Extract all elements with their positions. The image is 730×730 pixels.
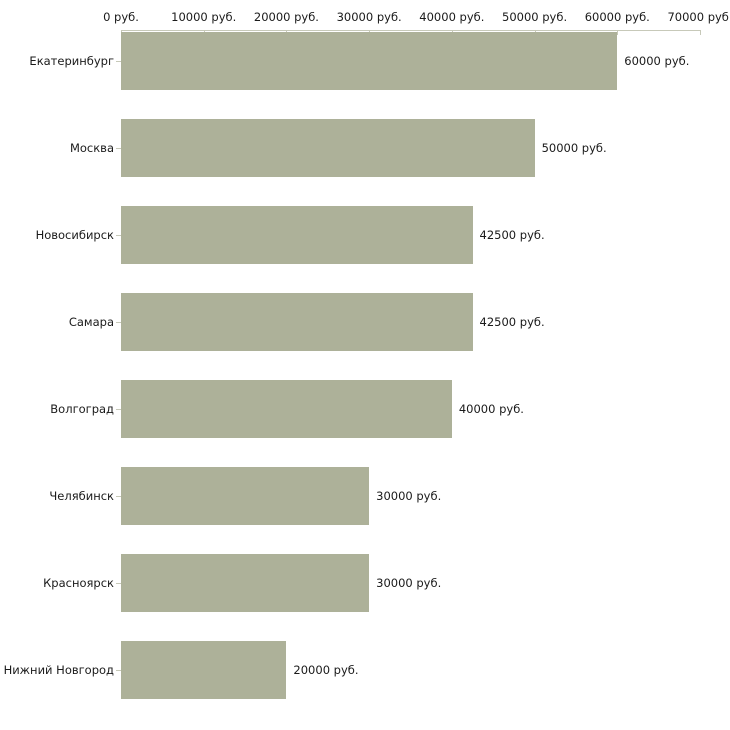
y-tick-mark [116,235,121,236]
y-tick-mark [116,583,121,584]
x-axis-tick-label: 30000 руб. [336,10,402,24]
value-label: 42500 руб. [479,228,545,242]
x-axis-tick-mark [617,30,619,35]
bar [121,293,473,351]
x-axis-tick-label: 50000 руб. [502,10,568,24]
value-label: 42500 руб. [479,315,545,329]
chart-row: Москва 50000 руб. [0,119,730,177]
bar [121,206,473,264]
bar [121,641,287,699]
value-label: 50000 руб. [541,141,607,155]
x-axis-tick-label: 60000 руб. [584,10,650,24]
category-label: Нижний Новгород [3,663,114,677]
chart-row: Нижний Новгород 20000 руб. [0,641,730,699]
bar [121,119,535,177]
bar [121,467,370,525]
y-tick-mark [116,148,121,149]
x-axis-tick-label: 20000 руб. [253,10,319,24]
y-tick-mark [116,61,121,62]
chart-row: Красноярск 30000 руб. [0,554,730,612]
y-tick-mark [116,322,121,323]
value-label: 20000 руб. [293,663,359,677]
category-label: Челябинск [49,489,114,503]
x-axis-tick-label: 10000 руб. [171,10,237,24]
category-label: Москва [69,141,114,155]
category-label: Красноярск [43,576,114,590]
bar [121,32,618,90]
chart-row: Самара 42500 руб. [0,293,730,351]
category-label: Самара [68,315,114,329]
x-axis-tick-label: 0 руб. [103,10,139,24]
category-label: Волгоград [50,402,114,416]
value-label: 40000 руб. [458,402,524,416]
chart-row: Челябинск 30000 руб. [0,467,730,525]
value-label: 30000 руб. [376,576,442,590]
chart-row: Новосибирск 42500 руб. [0,206,730,264]
y-tick-mark [116,496,121,497]
category-label: Новосибирск [35,228,114,242]
chart-row: Волгоград 40000 руб. [0,380,730,438]
y-tick-mark [116,670,121,671]
value-label: 60000 руб. [624,54,690,68]
value-label: 30000 руб. [376,489,442,503]
bar [121,554,370,612]
x-axis-tick-label: 70000 руб. [667,10,730,24]
x-axis-tick-label: 40000 руб. [419,10,485,24]
category-label: Екатеринбург [29,54,114,68]
x-axis-line [121,30,701,31]
y-tick-mark [116,409,121,410]
bar [121,380,452,438]
chart-row: Екатеринбург 60000 руб. [0,32,730,90]
x-axis-tick-mark [700,30,701,35]
